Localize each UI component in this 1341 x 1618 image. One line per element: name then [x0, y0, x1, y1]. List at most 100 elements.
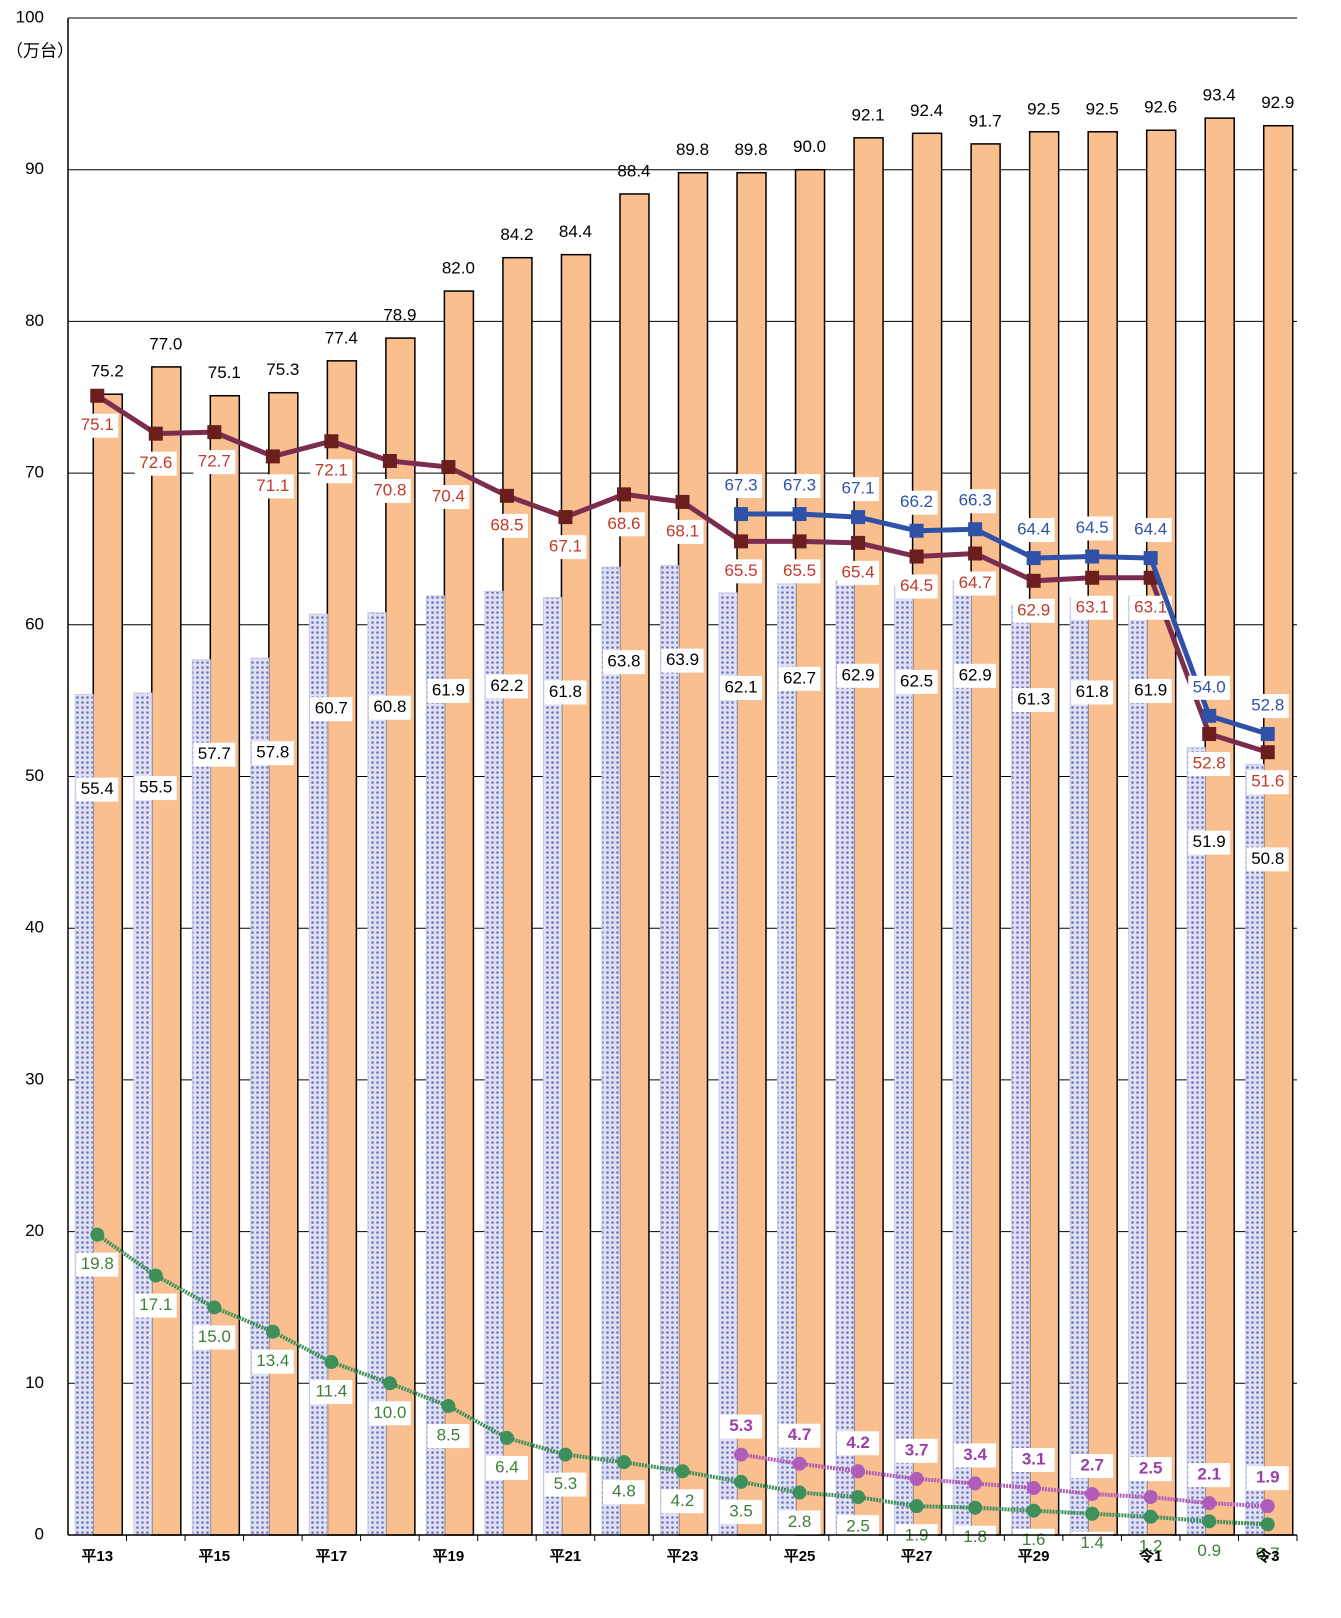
data-label: 5.3	[729, 1416, 753, 1435]
bar	[853, 137, 884, 1536]
label-box	[602, 1480, 645, 1505]
bar	[367, 612, 387, 1536]
bar	[1262, 124, 1294, 1536]
bar	[1245, 763, 1265, 1536]
marker	[558, 1447, 573, 1462]
y-tick-label: 20	[25, 1221, 44, 1240]
label-box	[837, 560, 880, 585]
marker	[148, 1268, 163, 1283]
label-box	[1188, 1463, 1231, 1488]
marker	[675, 494, 690, 509]
bar	[484, 590, 504, 1536]
marker	[1202, 708, 1217, 723]
marker	[1143, 1490, 1158, 1505]
bar	[736, 171, 767, 1536]
label-box	[1246, 1466, 1289, 1491]
label-box	[310, 697, 353, 722]
label-box	[251, 741, 294, 766]
bar	[209, 394, 241, 1536]
bar	[268, 391, 299, 1536]
label-box	[485, 513, 528, 538]
data-label: 50.8	[1251, 849, 1284, 868]
label-box	[427, 485, 470, 510]
x-tick-label: 令3	[1256, 1547, 1279, 1565]
marker	[441, 1399, 456, 1414]
bar	[1069, 596, 1089, 1536]
data-label: 65.5	[724, 561, 757, 580]
data-label: 60.7	[315, 699, 348, 718]
label-box	[1012, 1447, 1055, 1472]
marker	[1026, 551, 1041, 566]
marker	[675, 1464, 690, 1479]
label-box	[954, 663, 997, 688]
data-label: 70.8	[373, 480, 406, 499]
marker	[968, 1500, 983, 1515]
label-box	[1012, 688, 1055, 713]
data-label: 1.4	[1080, 1533, 1104, 1552]
data-label: 62.7	[783, 668, 816, 687]
label-box	[778, 666, 821, 691]
data-label: 84.4	[559, 222, 592, 241]
label-box	[720, 559, 763, 584]
marker	[734, 1474, 749, 1489]
label-box	[954, 1443, 997, 1468]
data-label: 84.2	[500, 225, 533, 244]
data-label: 62.2	[490, 676, 523, 695]
data-label: 72.7	[198, 452, 231, 471]
label-box	[720, 1414, 763, 1439]
data-label: 2.5	[846, 1517, 870, 1536]
bar	[601, 566, 621, 1536]
bar	[1186, 747, 1206, 1536]
marker	[851, 535, 866, 550]
data-label: 66.2	[900, 492, 933, 511]
y-tick-label: 10	[25, 1373, 44, 1392]
label-box	[1071, 680, 1114, 705]
label-box	[1071, 1531, 1114, 1556]
marker	[734, 534, 749, 549]
data-label: 62.9	[842, 665, 875, 684]
bar	[660, 565, 679, 1536]
label-box	[1012, 1528, 1055, 1553]
data-label: 4.8	[612, 1482, 636, 1501]
label-box	[134, 451, 177, 476]
marker	[1202, 1496, 1217, 1511]
marker	[148, 426, 163, 441]
label-box	[76, 1252, 119, 1277]
data-label: 90.0	[793, 137, 826, 156]
label-box	[76, 777, 119, 802]
label-box	[485, 674, 528, 699]
label-box	[954, 571, 997, 596]
data-label: 61.9	[1134, 680, 1167, 699]
marker	[1085, 1506, 1100, 1521]
label-box	[954, 489, 997, 514]
data-label: 64.4	[1017, 520, 1050, 539]
data-label: 54.0	[1193, 677, 1226, 696]
marker	[792, 507, 807, 522]
data-label: 64.5	[900, 576, 933, 595]
data-label: 17.1	[139, 1295, 172, 1314]
data-label: 92.5	[1027, 99, 1060, 118]
data-label: 61.9	[432, 680, 465, 699]
data-label: 75.1	[81, 415, 114, 434]
data-label: 91.7	[969, 111, 1002, 130]
x-tick-label: 平25	[784, 1548, 816, 1565]
label-box	[1246, 694, 1289, 719]
bar	[92, 393, 124, 1536]
data-label: 64.5	[1076, 518, 1109, 537]
data-label: 3.5	[729, 1501, 753, 1520]
data-label: 63.1	[1076, 597, 1109, 616]
label-box	[661, 519, 704, 544]
data-label: 92.9	[1261, 93, 1294, 112]
label-box	[1129, 1534, 1172, 1559]
data-label: 1.6	[1022, 1530, 1046, 1549]
data-label: 4.2	[846, 1433, 870, 1452]
marker	[1026, 573, 1041, 588]
label-box	[1012, 518, 1055, 543]
label-box	[661, 648, 704, 673]
data-label: 3.1	[1022, 1449, 1046, 1468]
marker	[1085, 549, 1100, 564]
label-box	[76, 413, 119, 438]
data-label: 51.9	[1193, 832, 1226, 851]
data-label: 3.4	[963, 1445, 987, 1464]
data-label: 61.8	[1076, 682, 1109, 701]
